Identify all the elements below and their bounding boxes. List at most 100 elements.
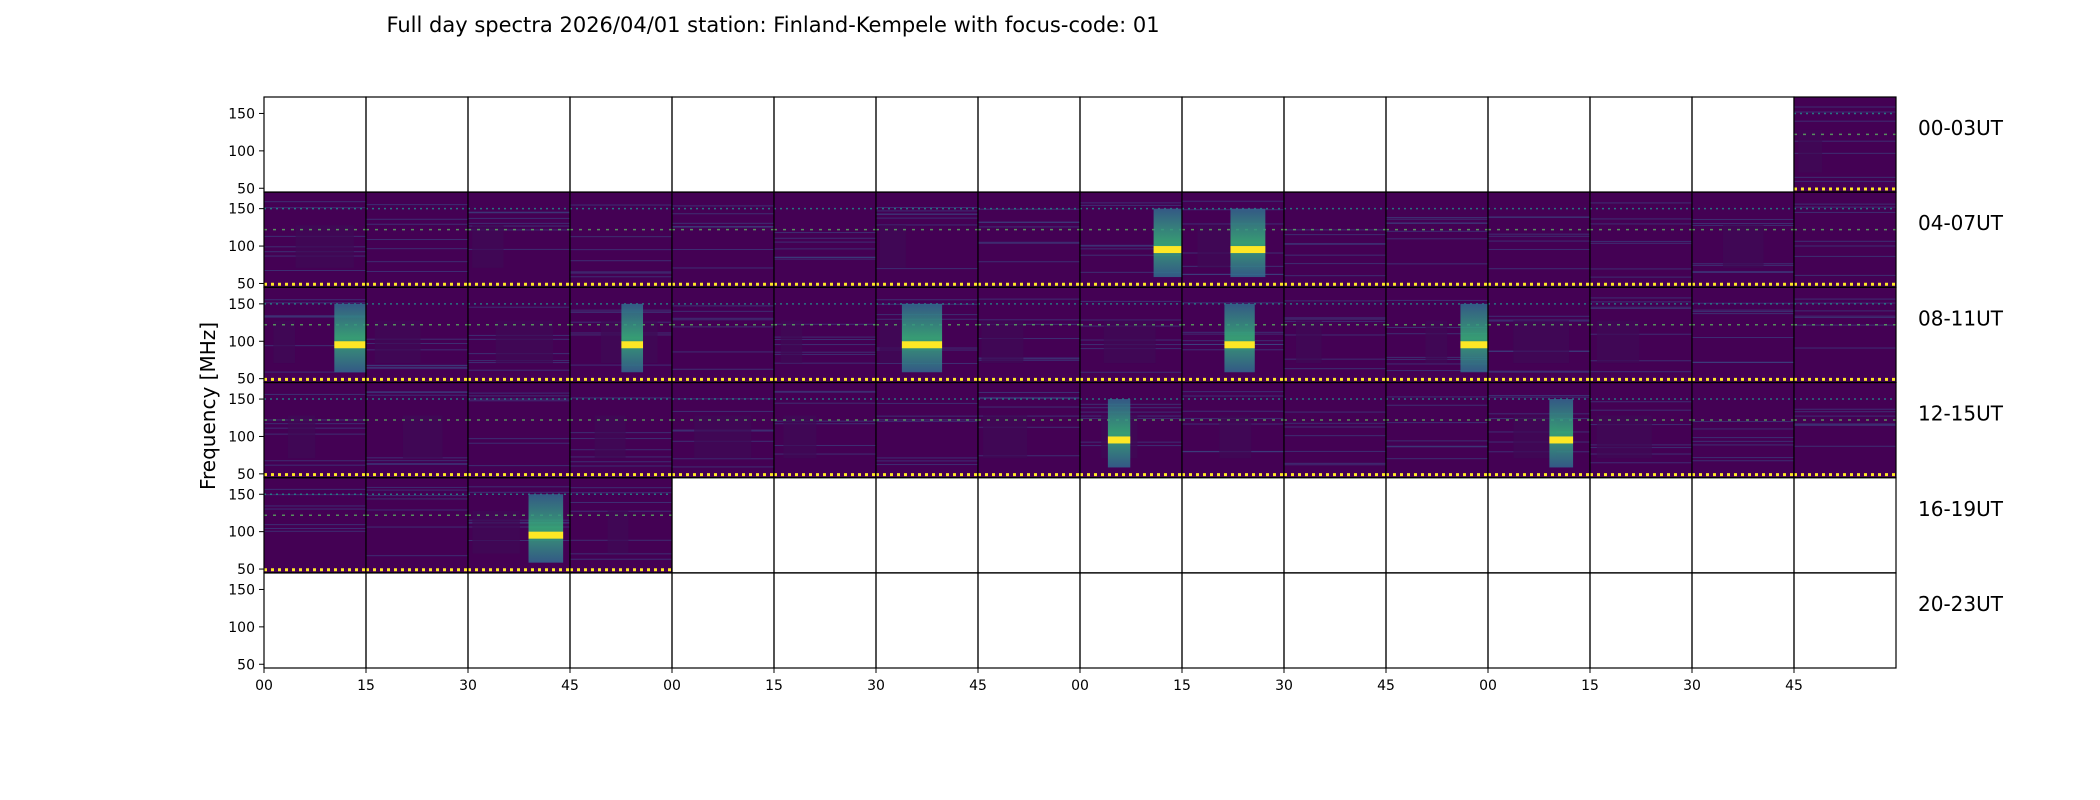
noise-line — [1794, 206, 1896, 208]
noise-line — [570, 249, 672, 251]
noise-line — [978, 358, 1080, 360]
spectrum-background — [1488, 192, 1590, 288]
x-tick-label: 15 — [765, 678, 783, 694]
y-tick-label: 100 — [228, 239, 255, 255]
panel-frame — [569, 96, 673, 193]
noise-line — [1488, 396, 1590, 398]
noise-line — [1794, 445, 1896, 447]
noise-line — [876, 224, 978, 226]
x-tick-label: 30 — [867, 678, 885, 694]
spectrum-background — [1386, 192, 1488, 288]
noise-line — [978, 357, 1080, 359]
burst-band — [334, 303, 370, 373]
spectrum-panel — [671, 572, 775, 669]
quiet-block — [374, 320, 421, 364]
spectrum-background — [1692, 287, 1794, 383]
burst-peak — [1224, 341, 1255, 349]
spectrum-panel — [1385, 286, 1493, 383]
row-label: 08-11UT — [1918, 306, 2004, 330]
panel-frame — [1793, 477, 1897, 574]
spectrum-panel — [569, 382, 673, 479]
spectrum-panel — [977, 191, 1081, 288]
noise-line — [1590, 333, 1692, 335]
burst-band — [901, 303, 943, 373]
spectrum-panel — [1385, 382, 1489, 479]
noise-line — [774, 323, 876, 325]
noise-line — [468, 400, 570, 402]
noise-line — [1080, 248, 1182, 250]
noise-line — [1386, 299, 1488, 301]
noise-line — [264, 316, 366, 318]
noise-line — [366, 463, 468, 465]
panel-frame — [1385, 572, 1489, 669]
noise-line — [570, 276, 672, 278]
noise-line — [468, 369, 570, 371]
noise-line — [1692, 457, 1794, 459]
panel-frame — [773, 572, 877, 669]
y-axis-label: Frequency [MHz] — [196, 322, 220, 490]
noise-line — [774, 362, 876, 364]
quiet-block — [1197, 225, 1230, 268]
noise-line — [570, 272, 672, 274]
spectrum-panel — [1079, 286, 1183, 383]
panel-frame — [1691, 477, 1795, 574]
spectrum-panel — [1079, 572, 1183, 669]
panel-frame — [467, 96, 571, 193]
noise-line — [468, 486, 570, 488]
noise-line — [264, 508, 366, 510]
noise-line — [366, 367, 468, 369]
noise-line — [672, 305, 774, 307]
noise-line — [1692, 336, 1794, 338]
quiet-block — [472, 225, 504, 268]
spectrum-panel — [1283, 191, 1387, 288]
spectrum-panel — [773, 191, 877, 288]
panel-frame — [1487, 477, 1591, 574]
noise-line — [1284, 358, 1386, 360]
noise-line — [978, 261, 1080, 263]
panel-frame — [1079, 96, 1183, 193]
spectrum-panel — [467, 286, 571, 383]
spectrum-panel — [569, 191, 673, 288]
noise-line — [978, 338, 1080, 340]
noise-line — [468, 442, 570, 444]
noise-line — [1080, 319, 1182, 321]
burst-peak — [1549, 436, 1574, 444]
noise-line — [1080, 202, 1182, 204]
noise-line — [1284, 462, 1386, 464]
noise-line — [1284, 318, 1386, 320]
noise-line — [1692, 222, 1794, 224]
noise-line — [876, 460, 978, 462]
noise-line — [978, 415, 1080, 417]
spectrum-panel — [263, 96, 367, 193]
noise-line — [570, 311, 672, 313]
noise-line — [366, 218, 468, 220]
burst-peak — [1460, 341, 1493, 349]
spectrum-panel — [977, 572, 1081, 669]
noise-line — [1080, 300, 1182, 302]
noise-line — [1692, 311, 1794, 313]
noise-line — [468, 491, 570, 493]
spectrum-panel — [365, 286, 469, 383]
spectrum-panel — [1793, 96, 1897, 193]
noise-line — [1386, 217, 1488, 219]
noise-line — [876, 206, 978, 208]
spectrum-panel — [467, 477, 571, 574]
noise-line — [774, 353, 876, 355]
quiet-block — [981, 320, 1024, 364]
noise-line — [366, 391, 468, 393]
noise-line — [1284, 368, 1386, 370]
noise-line — [1794, 423, 1896, 425]
spectrum-panel — [671, 477, 775, 574]
noise-line — [774, 351, 876, 353]
noise-line — [1386, 218, 1488, 220]
spectra-grid: 150 100 50 150 100 50 150 100 50 150 100 50 150 100 50… — [228, 96, 1897, 673]
noise-line — [1182, 391, 1284, 393]
noise-line — [672, 226, 774, 228]
noise-line — [366, 486, 468, 488]
burst-band — [1224, 303, 1255, 373]
spectrum-panel — [1181, 96, 1285, 193]
spectrum-panel — [1385, 477, 1489, 574]
spectrum-panel — [569, 96, 673, 193]
noise-line — [1794, 316, 1896, 318]
